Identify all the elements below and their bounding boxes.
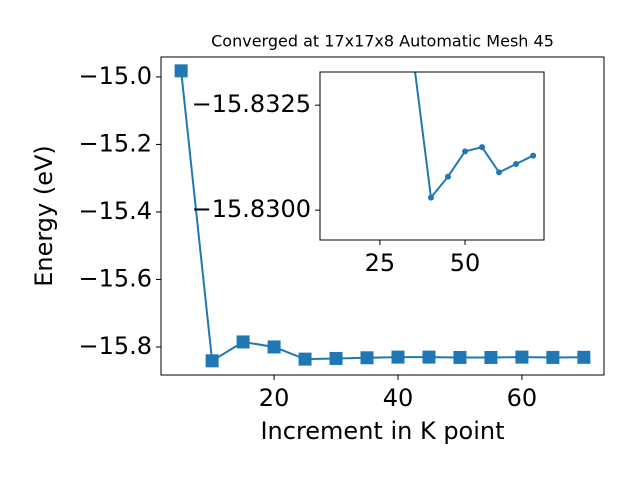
x-tick-label: 40 [383,384,414,412]
marker [422,350,436,364]
marker [513,160,520,167]
marker [496,169,503,176]
marker [546,350,560,364]
axes-frame [160,56,605,376]
y-tick-label: −15.6 [78,264,152,292]
marker [453,350,467,364]
series-line [414,72,534,201]
marker [479,144,486,151]
marker [577,350,591,364]
marker [298,352,312,366]
x-tick-label: 20 [259,384,290,412]
plot-area [174,64,591,368]
inset-chart: 25 50 −15.8300 −15.8325 [192,71,545,277]
y-tick-label: −15.2 [78,129,152,157]
chart-title: Converged at 17x17x8 Automatic Mesh 45 [211,32,554,51]
marker [515,350,529,364]
marker [174,64,188,78]
plot-background [320,72,544,240]
x-axis-label: Increment in K point [260,417,504,445]
marker [267,340,281,354]
marker [360,351,374,365]
marker [462,148,469,155]
x-tick-label: 25 [365,249,396,277]
marker [530,152,537,159]
y-tick-label: −15.8 [78,332,152,360]
marker [329,351,343,365]
y-tick-label: −15.0 [78,62,152,90]
marker [205,354,219,368]
marker [236,335,250,349]
y-tick-label: −15.8300 [192,195,311,223]
x-tick-label: 50 [450,249,481,277]
y-tick-label: −15.8325 [192,90,311,118]
marker [445,173,451,180]
x-tick-label: 60 [507,384,538,412]
plot-area [414,72,537,201]
y-axis-label: Energy (eV) [30,145,58,287]
axes-frame [319,71,545,241]
marker [427,194,434,201]
marker [484,350,498,364]
y-tick-label: −15.4 [78,197,152,225]
marker [391,350,405,364]
